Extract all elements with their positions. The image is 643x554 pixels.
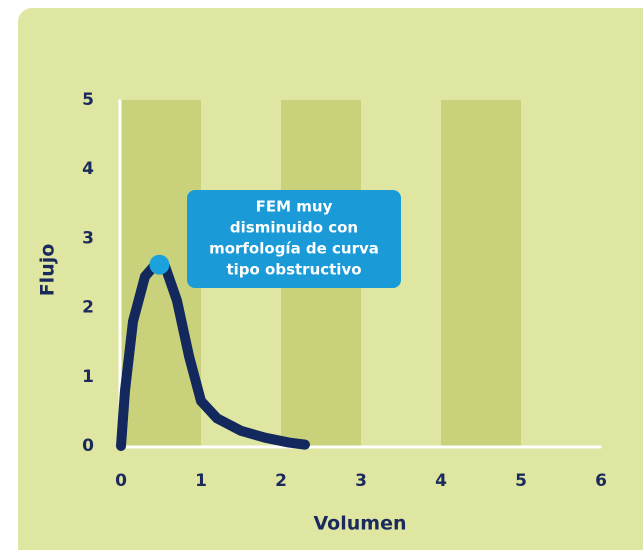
x-tick-label: 3 xyxy=(355,471,367,491)
y-tick-label: 2 xyxy=(82,298,94,318)
y-tick-label: 1 xyxy=(82,367,94,387)
x-tick-label: 1 xyxy=(195,471,207,491)
x-tick-label: 4 xyxy=(435,471,447,491)
x-tick-label: 0 xyxy=(115,471,127,491)
y-tick-label: 3 xyxy=(82,228,94,248)
annotation-box xyxy=(187,190,401,288)
x-tick-label: 2 xyxy=(275,471,287,491)
x-tick-label: 6 xyxy=(595,471,607,491)
annotation-text: FEM muy xyxy=(256,198,333,216)
y-tick-label: 0 xyxy=(82,436,94,456)
y-axis-title: Flujo xyxy=(37,244,59,297)
annotation-text: morfología de curva xyxy=(209,240,379,258)
annotation-point xyxy=(149,254,170,275)
shaded-band xyxy=(441,100,521,446)
y-tick-label: 4 xyxy=(82,159,94,179)
x-tick-label: 5 xyxy=(515,471,527,491)
flow-volume-curve xyxy=(116,257,310,451)
annotation-text: disminuido con xyxy=(230,219,358,237)
y-tick-label: 5 xyxy=(82,90,94,110)
x-axis-title: Volumen xyxy=(314,513,407,535)
annotation-text: tipo obstructivo xyxy=(226,261,361,279)
